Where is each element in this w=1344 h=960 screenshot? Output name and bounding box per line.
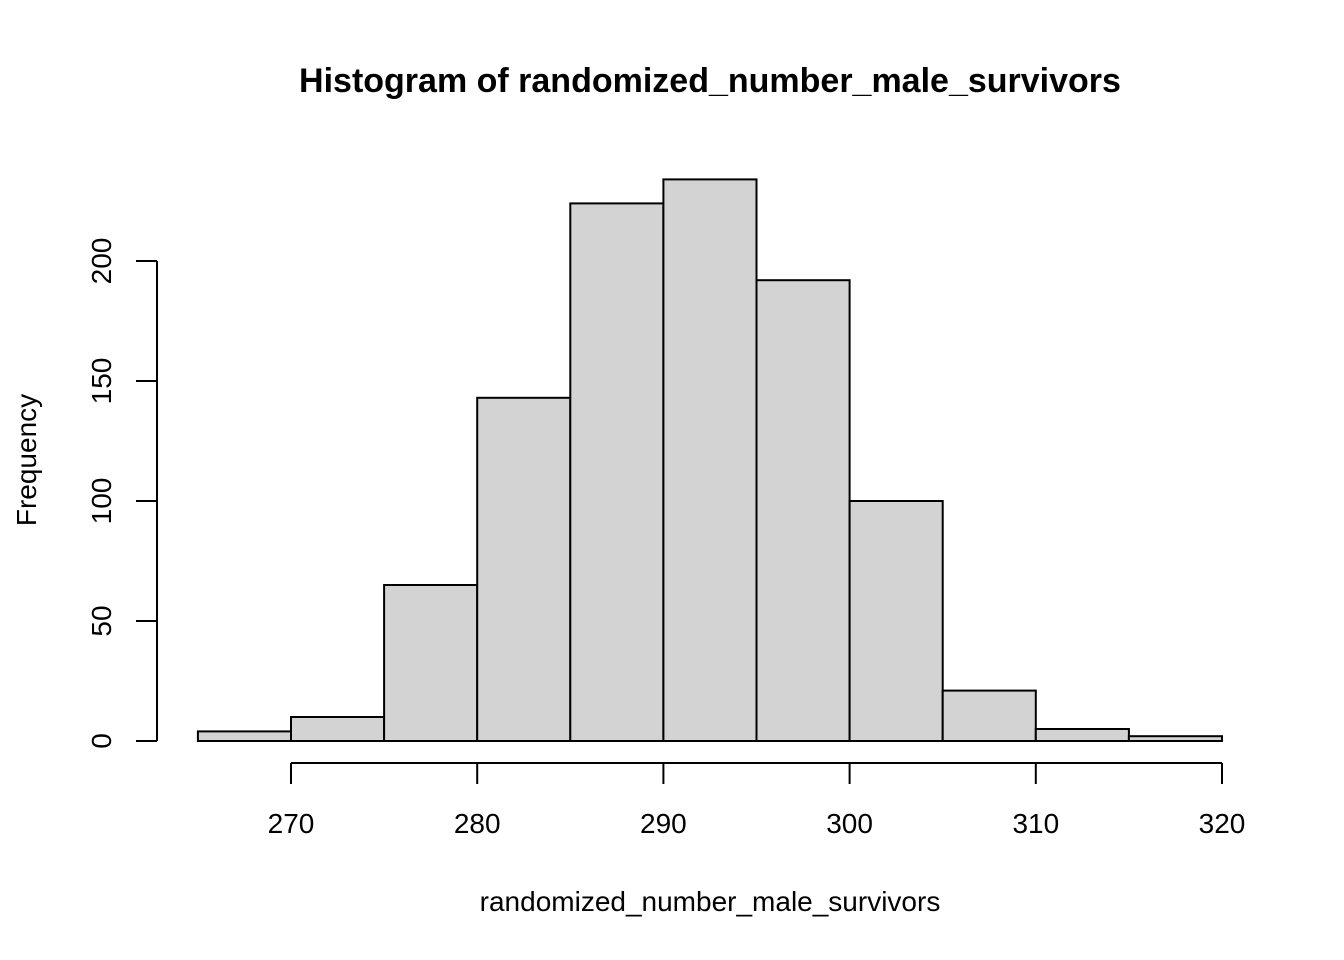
y-tick-label-0: 0 — [86, 733, 117, 749]
histogram-bar-275-280 — [383, 584, 479, 742]
histogram-bar-290-295 — [662, 178, 758, 742]
x-tick-label-290: 290 — [640, 808, 687, 839]
histogram-bar-315-320 — [1127, 735, 1224, 743]
y-tick-label-150: 150 — [86, 358, 117, 405]
histogram-bar-305-310 — [941, 689, 1037, 742]
x-tick-label-280: 280 — [454, 808, 501, 839]
y-axis: 0 50 100 150 200 — [86, 238, 158, 749]
histogram-bar-285-290 — [569, 202, 665, 742]
histogram-bar-300-305 — [848, 500, 944, 742]
x-axis: 270 280 290 300 310 320 — [268, 762, 1246, 839]
chart-title: Histogram of randomized_number_male_surv… — [299, 62, 1121, 100]
x-tick-label-310: 310 — [1012, 808, 1059, 839]
histogram-bar-280-285 — [476, 396, 572, 742]
y-axis-label: Frequency — [11, 394, 42, 526]
y-tick-label-100: 100 — [86, 478, 117, 525]
bars-group — [196, 178, 1224, 743]
histogram-bar-310-315 — [1034, 728, 1130, 742]
x-axis-label: randomized_number_male_survivors — [480, 886, 941, 917]
histogram-bar-265-270 — [196, 730, 292, 743]
x-tick-label-300: 300 — [826, 808, 873, 839]
y-tick-label-200: 200 — [86, 238, 117, 285]
y-tick-label-50: 50 — [86, 605, 117, 636]
histogram-bar-295-300 — [755, 279, 851, 742]
x-tick-label-320: 320 — [1199, 808, 1246, 839]
x-tick-label-270: 270 — [268, 808, 315, 839]
histogram-bar-270-275 — [290, 716, 386, 742]
